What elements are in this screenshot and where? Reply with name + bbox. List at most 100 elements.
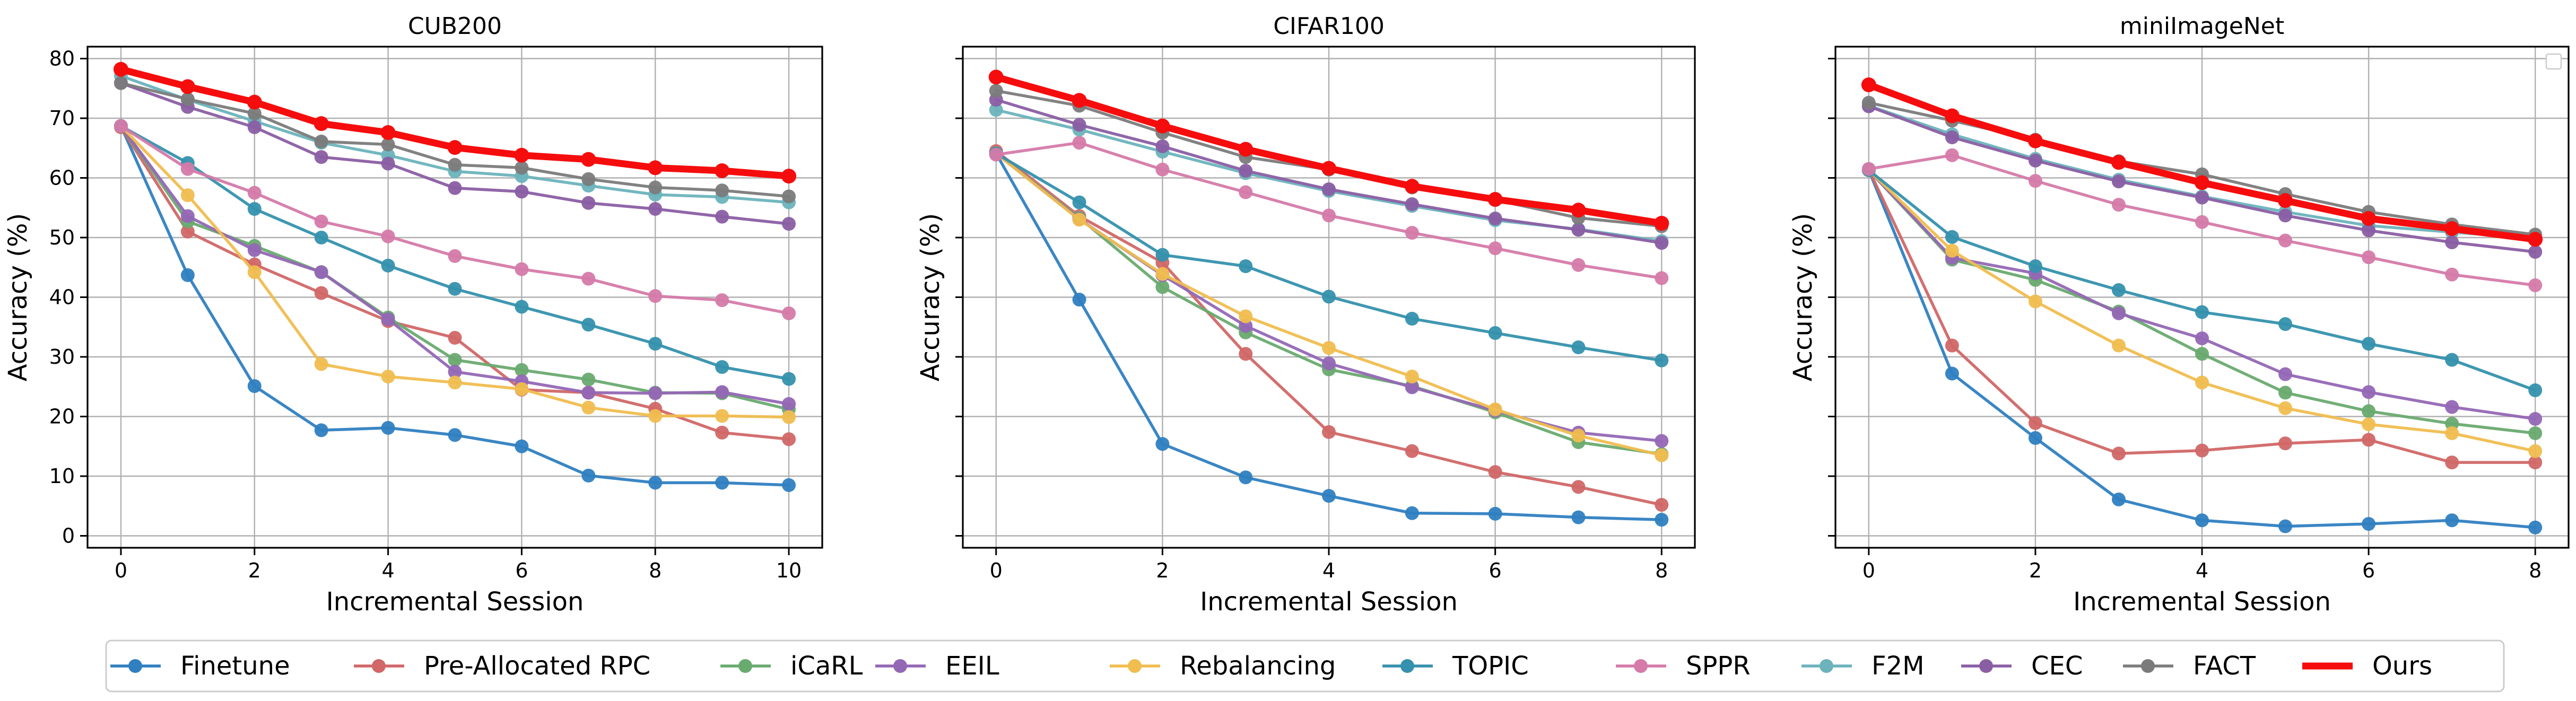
data-point-eeil <box>1405 380 1419 395</box>
data-point-fact <box>989 84 1003 98</box>
data-point-sppr <box>180 162 195 176</box>
data-point-finetune <box>1072 293 1086 306</box>
legend-label: iCaRL <box>790 651 863 681</box>
data-point-topic <box>1072 195 1086 209</box>
data-point-cec <box>247 120 262 134</box>
series-rebalancing <box>1861 163 2543 458</box>
data-point-topic <box>1945 230 1959 244</box>
data-point-cec <box>715 209 729 224</box>
chart-title: CUB200 <box>408 13 502 40</box>
data-point-topic <box>1322 290 1336 304</box>
data-point-eeil <box>581 385 596 400</box>
legend-marker-fact <box>2141 659 2155 673</box>
series-topic <box>989 146 1669 367</box>
data-point-sppr <box>715 293 729 308</box>
data-point-sppr <box>1155 162 1170 177</box>
data-point-finetune <box>2278 519 2293 533</box>
data-point-eeil <box>2445 400 2459 414</box>
data-point-ours <box>1238 142 1254 157</box>
data-point-sppr <box>1405 226 1419 240</box>
data-point-ours <box>648 160 663 176</box>
legend-item-eeil: EEIL <box>875 651 999 681</box>
data-point-ours <box>1487 192 1503 207</box>
data-point-finetune <box>2445 513 2459 528</box>
legend-marker-f2m <box>1820 659 1833 673</box>
data-point-topic <box>1488 326 1502 340</box>
data-point-topic <box>314 231 328 244</box>
y-tick-label: 20 <box>49 405 75 428</box>
data-point-eeil <box>2111 306 2126 320</box>
data-point-rebalancing <box>2028 294 2042 309</box>
data-point-sppr <box>1571 258 1586 272</box>
data-point-finetune <box>648 476 663 490</box>
data-point-pre-allocated-rpc <box>448 331 462 345</box>
data-point-topic <box>448 282 462 296</box>
series-ours <box>1861 77 2543 247</box>
data-point-finetune <box>247 379 262 393</box>
legend-label: Ours <box>2372 651 2432 681</box>
series-ours <box>988 69 1669 231</box>
data-point-sppr <box>2028 174 2042 188</box>
x-tick-label: 4 <box>1322 559 1335 582</box>
legend-item-pre-allocated-rpc: Pre-Allocated RPC <box>354 651 650 681</box>
data-point-fact <box>648 180 663 195</box>
data-point-topic <box>2528 383 2543 397</box>
data-point-ours <box>2195 175 2209 190</box>
data-point-pre-allocated-rpc <box>314 286 328 300</box>
data-point-topic <box>247 202 262 216</box>
data-point-ours <box>1072 93 1087 108</box>
series-cec <box>1861 99 2543 259</box>
data-point-sppr <box>989 147 1003 162</box>
data-point-finetune <box>1155 437 1170 451</box>
data-point-finetune <box>314 423 328 437</box>
data-point-icarl <box>2278 385 2293 400</box>
data-point-cec <box>448 181 462 195</box>
data-point-sppr <box>782 306 796 320</box>
series-sppr <box>114 119 796 320</box>
data-point-topic <box>581 318 596 332</box>
x-tick-label: 8 <box>649 559 662 582</box>
data-point-eeil <box>314 265 328 279</box>
y-axis-label: Accuracy (%) <box>3 213 33 381</box>
data-point-finetune <box>1239 470 1253 485</box>
x-tick-label: 6 <box>2362 559 2375 582</box>
legend-marker-topic <box>1400 659 1414 673</box>
data-point-ours <box>1654 216 1669 231</box>
legend-item-f2m: F2M <box>1802 651 1925 681</box>
x-axis-label: Incremental Session <box>326 587 584 617</box>
data-point-topic <box>381 258 395 273</box>
y-tick-label: 50 <box>49 226 75 249</box>
data-point-topic <box>1655 353 1669 367</box>
data-point-icarl <box>2362 404 2376 418</box>
data-point-rebalancing <box>515 382 529 396</box>
data-point-ours <box>447 140 463 155</box>
data-point-cec <box>1488 212 1502 225</box>
series-cec <box>989 93 1669 250</box>
legend-marker-pre-allocated-rpc <box>372 659 386 673</box>
series-pre-allocated-rpc <box>1861 162 2543 470</box>
legend-marker-cec <box>1979 659 1993 673</box>
data-point-ours <box>247 94 262 110</box>
legend-item-sppr: SPPR <box>1616 651 1751 681</box>
data-point-sppr <box>581 271 596 286</box>
data-point-sppr <box>1322 208 1336 223</box>
data-point-topic <box>1405 312 1419 326</box>
data-point-cec <box>1322 182 1336 196</box>
data-point-eeil <box>381 312 395 327</box>
x-axis-label: Incremental Session <box>2073 587 2331 617</box>
data-point-cec <box>2111 174 2126 189</box>
data-point-sppr <box>648 289 663 303</box>
data-point-sppr <box>114 119 128 133</box>
data-point-pre-allocated-rpc <box>2195 443 2209 458</box>
data-point-rebalancing <box>314 357 328 371</box>
data-point-finetune <box>448 428 462 442</box>
data-point-fact <box>448 157 462 172</box>
data-point-icarl <box>581 372 596 387</box>
data-point-rebalancing <box>1072 213 1086 227</box>
data-point-cec <box>1239 164 1253 178</box>
data-point-ours <box>113 62 128 77</box>
data-point-topic <box>2028 259 2042 273</box>
data-point-eeil <box>2362 385 2376 399</box>
data-point-eeil <box>180 209 195 223</box>
